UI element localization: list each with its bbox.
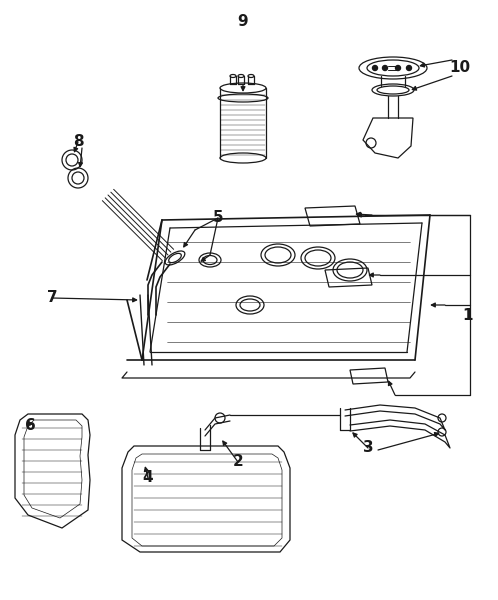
Text: 4: 4 xyxy=(143,470,153,485)
Text: 9: 9 xyxy=(238,14,249,29)
Text: 3: 3 xyxy=(363,440,374,455)
Text: 7: 7 xyxy=(47,290,57,305)
Circle shape xyxy=(406,65,411,70)
Text: 5: 5 xyxy=(213,211,223,226)
Text: 10: 10 xyxy=(449,61,471,76)
Text: 1: 1 xyxy=(463,307,473,323)
Circle shape xyxy=(382,65,387,70)
Circle shape xyxy=(373,65,377,70)
Text: 2: 2 xyxy=(233,455,244,469)
Circle shape xyxy=(395,65,400,70)
Text: 8: 8 xyxy=(73,134,83,149)
Text: 6: 6 xyxy=(24,418,35,433)
